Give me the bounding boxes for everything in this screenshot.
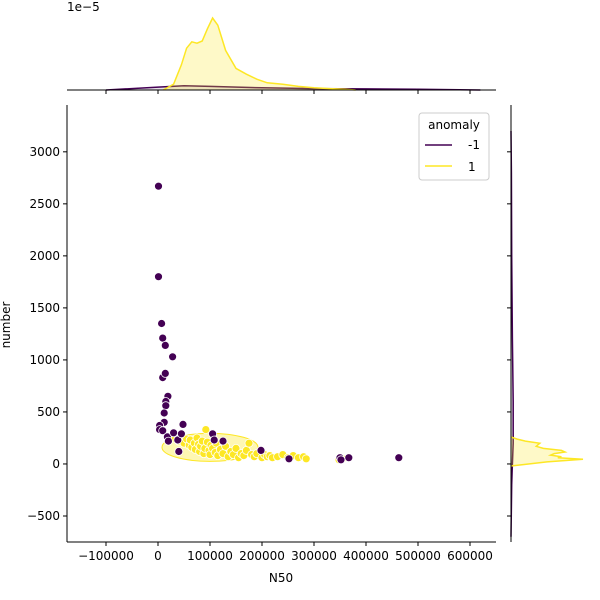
scatter-point-normal <box>244 438 254 448</box>
y-tick-label: 1500 <box>29 301 60 315</box>
scatter-point-anomaly <box>159 408 169 418</box>
scatter-point-anomaly <box>284 454 294 464</box>
scatter-point-normal <box>301 454 311 464</box>
scatter-point-anomaly <box>160 368 170 378</box>
y-tick-label: 2000 <box>29 249 60 263</box>
scatter-point-anomaly <box>394 453 404 463</box>
x-tick-label: 0 <box>154 549 162 563</box>
scatter-point-anomaly <box>157 319 167 328</box>
right-kde-line-1 <box>510 436 584 467</box>
scatter-point-anomaly <box>256 445 266 455</box>
top-marginal-axes: 1e−5 <box>67 0 496 94</box>
scatter-point-anomaly <box>209 435 219 445</box>
scatter-point-anomaly <box>154 272 163 282</box>
scatter-point-anomaly <box>344 453 354 463</box>
x-tick-label: 600000 <box>447 549 493 563</box>
x-tick-label: 400000 <box>343 549 389 563</box>
legend-label-1: 1 <box>468 160 476 174</box>
y-tick-label: 3000 <box>29 145 60 159</box>
scatter-point-anomaly <box>163 436 173 446</box>
x-tick-label: 500000 <box>395 549 441 563</box>
legend-frame <box>418 112 490 181</box>
x-tick-label: 100000 <box>187 549 233 563</box>
top-marginal-offset-label: 1e−5 <box>67 0 100 14</box>
main-scatter-axes: −100000 0 100000 200000 300000 400000 500000 60… <box>27 105 496 563</box>
x-tick-label: 300000 <box>291 549 337 563</box>
y-tick-label: 0 <box>52 457 60 471</box>
y-tick-label: 500 <box>37 405 60 419</box>
y-tick-label: 1000 <box>29 353 60 367</box>
top-kde-line-0 <box>105 84 481 91</box>
legend: anomaly -1 1 <box>418 112 490 181</box>
scatter-point-anomaly <box>154 181 163 191</box>
legend-title: anomaly <box>428 118 480 132</box>
scatter-point-anomaly <box>176 429 186 439</box>
top-kde-fill-1 <box>163 18 356 90</box>
y-tick-label: 2500 <box>29 197 60 211</box>
scatter-point-anomaly <box>158 333 168 343</box>
scatter-point-anomaly <box>161 401 171 411</box>
scatter-point-anomaly <box>160 340 170 350</box>
scatter-point-normal <box>201 425 211 435</box>
y-axis-label: number <box>0 302 13 349</box>
scatter-point-anomaly <box>158 426 168 436</box>
scatter-point-anomaly <box>218 436 228 446</box>
scatter-point-anomaly <box>336 455 346 465</box>
scatter-point-normal <box>231 443 241 453</box>
x-tick-label: −100000 <box>78 549 134 563</box>
right-marginal-axes <box>507 105 584 542</box>
scatter-point-anomaly <box>168 352 178 362</box>
scatter-point-anomaly <box>178 419 188 429</box>
legend-label-neg1: -1 <box>468 138 480 152</box>
top-kde-line-1 <box>162 16 356 91</box>
x-tick-label: 200000 <box>239 549 285 563</box>
scatter-point-anomaly <box>169 428 179 438</box>
y-tick-label: −500 <box>27 509 60 523</box>
scatter-point-anomaly <box>174 447 184 456</box>
x-axis-label: N50 <box>269 571 293 585</box>
